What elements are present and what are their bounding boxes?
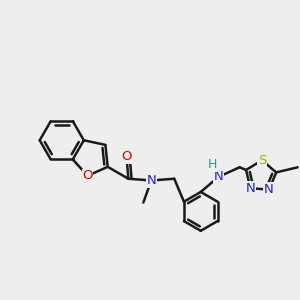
Text: S: S [258,154,266,167]
Text: H: H [208,158,217,171]
Text: N: N [264,183,274,196]
Text: N: N [214,170,223,184]
Text: O: O [82,169,93,182]
Text: N: N [245,182,255,195]
Text: N: N [146,174,156,187]
Text: O: O [121,150,132,163]
